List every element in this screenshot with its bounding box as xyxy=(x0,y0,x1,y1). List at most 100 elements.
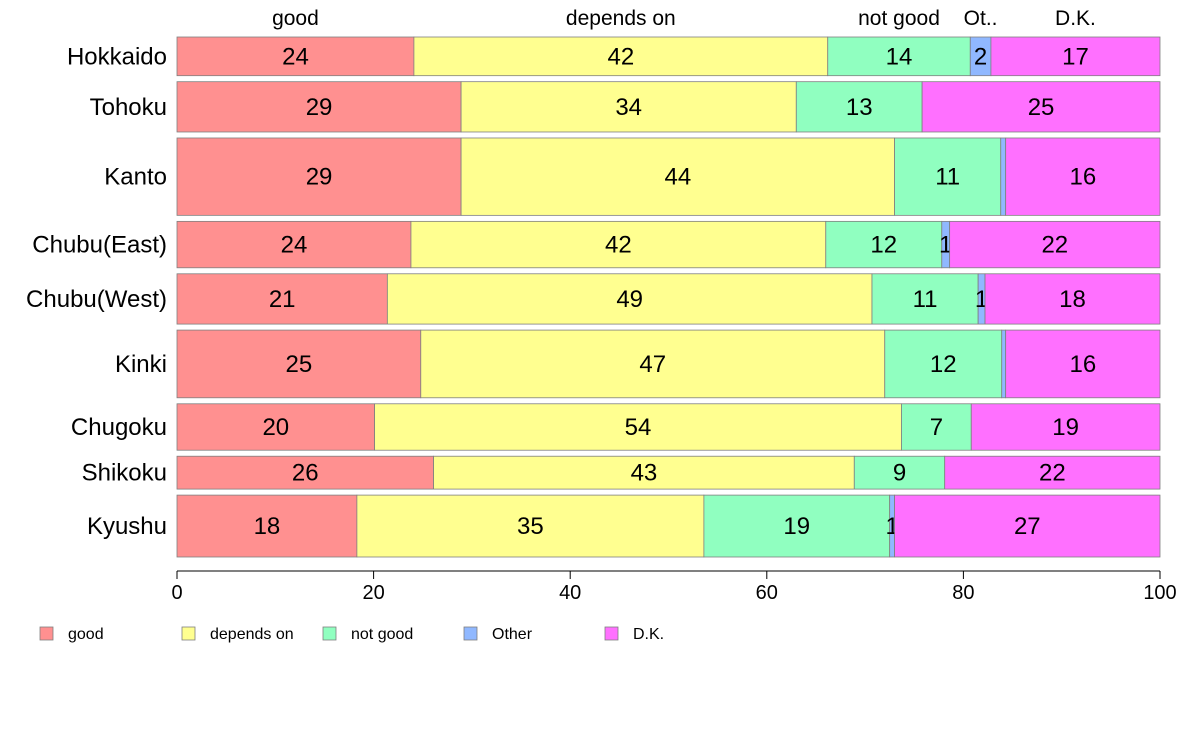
column-header-not-good: not good xyxy=(858,7,940,30)
bar-segment-chubu-east-good xyxy=(176,220,412,269)
data-label: 24 xyxy=(282,43,309,70)
x-tick-label: 40 xyxy=(559,582,581,604)
x-tick-label: 0 xyxy=(171,582,182,604)
bar-segment-kinki-depends-on xyxy=(420,329,886,399)
x-tick-label: 80 xyxy=(952,582,974,604)
y-tick-label: Chubu(East) xyxy=(32,232,167,259)
x-tick-label: 60 xyxy=(756,582,778,604)
data-label: 49 xyxy=(616,286,643,313)
data-label: 19 xyxy=(783,513,810,540)
bar-segment-kyushu-good xyxy=(176,494,358,558)
data-label: 25 xyxy=(286,351,313,378)
data-label: 42 xyxy=(607,43,634,70)
bar-row-kinki: 25 47 12 16 xyxy=(176,329,1161,399)
column-header-other: Ot.. xyxy=(964,7,998,30)
data-label: 29 xyxy=(306,164,333,191)
bar-segment-tohoku-d-k xyxy=(921,81,1161,133)
legend-label: not good xyxy=(351,626,413,643)
bar-segment-hokkaido-depends-on xyxy=(413,36,829,77)
bar-segment-kyushu-d-k xyxy=(894,494,1161,558)
column-header-depends-on: depends on xyxy=(566,7,676,30)
data-label: 42 xyxy=(605,232,632,259)
y-tick-label: Kinki xyxy=(115,351,167,378)
bar-segment-kanto-depends-on xyxy=(460,137,895,216)
bar-row-chubu-west: 21 49 11 1 18 xyxy=(176,273,1161,325)
bar-segment-tohoku-not-good xyxy=(795,81,923,133)
data-label: 25 xyxy=(1028,94,1055,121)
bar-row-chugoku: 20 54 7 19 xyxy=(176,403,1161,451)
legend-label: D.K. xyxy=(633,626,664,643)
data-label: 19 xyxy=(1052,414,1079,441)
data-label: 21 xyxy=(269,286,296,313)
legend-label: depends on xyxy=(210,626,294,643)
bar-segment-kyushu-not-good xyxy=(703,494,891,558)
data-label: 7 xyxy=(930,414,943,441)
data-label: 43 xyxy=(631,460,658,487)
y-tick-label: Hokkaido xyxy=(67,43,167,70)
bar-row-tohoku: 29 34 13 25 xyxy=(176,81,1161,133)
bar-segment-kanto-good xyxy=(176,137,462,216)
bar-row-kyushu: 18 35 19 1 27 xyxy=(176,494,1161,558)
y-tick-label: Shikoku xyxy=(82,460,167,487)
data-label: 27 xyxy=(1014,513,1041,540)
bar-row-hokkaido: 24 42 14 2 17 xyxy=(176,36,1161,77)
bar-segment-chubu-east-d-k xyxy=(949,220,1161,269)
bar-segment-chugoku-d-k xyxy=(970,403,1161,451)
legend-item-not-good: not good xyxy=(322,626,413,643)
legend-swatch xyxy=(463,626,478,641)
bar-segment-chubu-west-not-good xyxy=(871,273,979,325)
data-label: 2 xyxy=(974,43,987,70)
data-label: 35 xyxy=(517,513,544,540)
bar-row-chubu-east: 24 42 12 1 22 xyxy=(176,220,1161,269)
data-label: 17 xyxy=(1062,43,1089,70)
bar-segment-chugoku-good xyxy=(176,403,375,451)
bar-row-kanto: 29 44 11 16 xyxy=(176,137,1161,216)
y-tick-label: Chugoku xyxy=(71,414,167,441)
bar-segment-hokkaido-not-good xyxy=(827,36,971,77)
y-tick-label: Chubu(West) xyxy=(26,286,167,313)
legend-swatch xyxy=(181,626,196,641)
data-label: 34 xyxy=(615,94,642,121)
data-label: 16 xyxy=(1069,351,1096,378)
legend-item-good: good xyxy=(39,626,104,643)
x-tick-label: 100 xyxy=(1143,582,1176,604)
y-tick-label: Kyushu xyxy=(87,513,167,540)
bar-segment-kinki-other xyxy=(1001,329,1007,399)
data-label: 47 xyxy=(639,351,666,378)
x-tick-label: 20 xyxy=(362,582,384,604)
legend-item-d-k: D.K. xyxy=(604,626,664,643)
legend-item-other: Other xyxy=(463,626,533,643)
data-label: 1 xyxy=(939,232,952,259)
bar-segment-kanto-d-k xyxy=(1005,137,1161,216)
data-label: 12 xyxy=(870,232,897,259)
column-header-good: good xyxy=(272,7,319,30)
data-label: 9 xyxy=(893,460,906,487)
data-label: 11 xyxy=(913,286,938,313)
data-label: 20 xyxy=(262,414,289,441)
data-label: 24 xyxy=(281,232,308,259)
legend-swatch xyxy=(39,626,54,641)
bar-segment-chubu-west-good xyxy=(176,273,388,325)
data-label: 29 xyxy=(306,94,333,121)
data-label: 18 xyxy=(1059,286,1086,313)
data-label: 11 xyxy=(935,164,960,191)
data-label: 16 xyxy=(1069,164,1096,191)
bar-segment-chubu-east-depends-on xyxy=(410,220,827,269)
bar-segment-kyushu-depends-on xyxy=(356,494,705,558)
bar-segment-chubu-east-not-good xyxy=(825,220,943,269)
bar-segment-kanto-not-good xyxy=(894,137,1002,216)
data-label: 26 xyxy=(292,460,319,487)
bar-segment-kinki-d-k xyxy=(1005,329,1161,399)
data-label: 13 xyxy=(846,94,873,121)
data-label: 12 xyxy=(930,351,957,378)
y-axis-labels: Hokkaido Tohoku Kanto Chubu(East) Chubu(West… xyxy=(26,43,167,540)
bar-segment-shikoku-depends-on xyxy=(433,455,855,490)
legend-item-depends-on: depends on xyxy=(181,626,294,643)
data-label: 22 xyxy=(1039,460,1066,487)
bar-row-shikoku: 26 43 9 22 xyxy=(176,455,1161,490)
legend: good depends on not good Other D.K. xyxy=(39,626,664,643)
data-label: 54 xyxy=(625,414,652,441)
data-label: 14 xyxy=(886,43,913,70)
data-label: 44 xyxy=(664,164,691,191)
